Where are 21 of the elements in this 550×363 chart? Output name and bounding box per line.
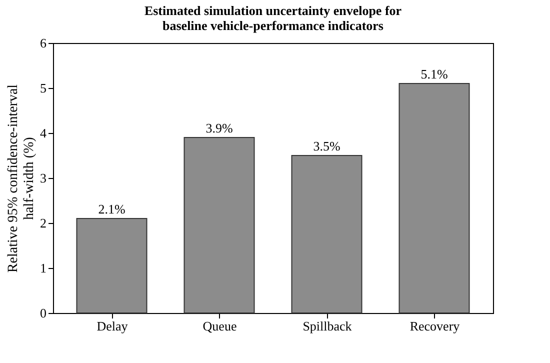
data-label: 5.1% (420, 66, 448, 82)
y-tick-label: 1 (40, 260, 46, 276)
chart-title: Estimated simulation uncertainty envelope for baseline vehicle-performance indicators (144, 3, 402, 33)
y-tick-label: 5 (40, 80, 46, 96)
y-tick-label: 2 (40, 216, 46, 230)
bar (291, 155, 362, 314)
bar (76, 218, 148, 314)
y-axis-title: Relative 95% confidence-interval half-width (%) (6, 84, 37, 273)
y-tick-label: 4 (40, 126, 47, 140)
bar (184, 137, 255, 314)
y-tick-label: 0 (40, 306, 46, 320)
data-label: 3.9% (206, 120, 233, 136)
x-tick-label: Queue (202, 318, 237, 334)
x-tick-label: Recovery (410, 318, 460, 334)
data-label: 2.1% (98, 202, 126, 216)
data-label: 3.5% (313, 138, 340, 154)
y-tick-label: 6 (40, 36, 47, 50)
x-tick-label: Spillback (302, 318, 352, 334)
bar (398, 83, 470, 314)
x-tick-label: Delay (96, 318, 128, 334)
y-tick-label: 3 (40, 170, 46, 186)
